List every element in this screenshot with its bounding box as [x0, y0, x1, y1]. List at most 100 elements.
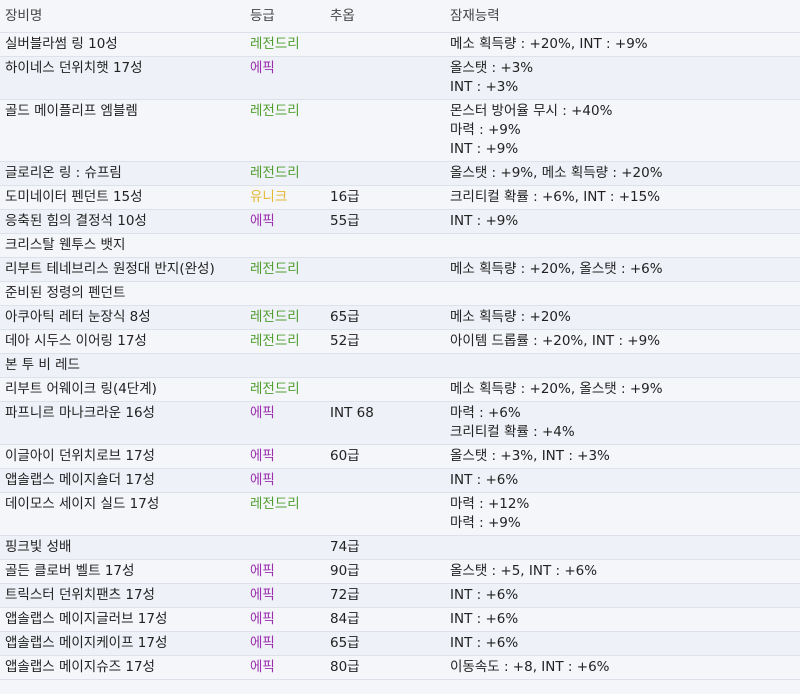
potential-cell [445, 233, 800, 258]
flame-cell [325, 468, 445, 493]
flame-cell [325, 257, 445, 282]
grade-cell: 에픽 [245, 401, 325, 445]
potential-cell: 몬스터 방어율 무시 : +40% 마력 : +9% INT : +9% [445, 99, 800, 162]
equipment-name-cell: 응축된 힘의 결정석 10성 [0, 209, 245, 234]
potential-line: 올스탯 : +9%, 메소 획득량 : +20% [450, 165, 663, 181]
potential-cell: 메소 획득량 : +20% [445, 305, 800, 330]
table-row: 앱솔랩스 메이지글러브 17성 에픽 84급 INT : +6% [0, 607, 800, 632]
equipment-name-cell: 핑크빛 성배 [0, 535, 245, 560]
grade-cell: 에픽 [245, 631, 325, 656]
potential-line: INT : +3% [450, 79, 519, 95]
grade-cell: 에픽 [245, 56, 325, 100]
potential-line: INT : +6% [450, 587, 519, 603]
equipment-name-cell: 실버블라썸 링 10성 [0, 32, 245, 57]
flame-cell: 52급 [325, 329, 445, 354]
flame-cell [325, 281, 445, 306]
table-body: 실버블라썸 링 10성 레전드리 메소 획득량 : +20%, INT : +9% 하… [0, 32, 800, 680]
potential-cell: 마력 : +12% 마력 : +9% [445, 492, 800, 536]
table-row: 글로리온 링 : 슈프림 레전드리 올스탯 : +9%, 메소 획득량 : +20% [0, 161, 800, 186]
equipment-name-cell: 리부트 테네브리스 원정대 반지(완성) [0, 257, 245, 282]
equipment-name-cell: 준비된 정령의 펜던트 [0, 281, 245, 306]
flame-cell: 80급 [325, 655, 445, 680]
equipment-name-cell: 골든 클로버 벨트 17성 [0, 559, 245, 584]
table-row: 아쿠아틱 레터 눈장식 8성 레전드리 65급 메소 획득량 : +20% [0, 305, 800, 330]
equipment-name-cell: 하이네스 던위치햇 17성 [0, 56, 245, 100]
header-potential: 잠재능력 [445, 0, 800, 33]
flame-cell [325, 99, 445, 162]
potential-cell: 크리티컬 확률 : +6%, INT : +15% [445, 185, 800, 210]
potential-cell: 올스탯 : +3%, INT : +3% [445, 444, 800, 469]
table-row: 본 투 비 레드 [0, 353, 800, 378]
grade-cell: 에픽 [245, 607, 325, 632]
table-row: 이글아이 던위치로브 17성 에픽 60급 올스탯 : +3%, INT : +3% [0, 444, 800, 469]
flame-cell: 60급 [325, 444, 445, 469]
grade-cell [245, 281, 325, 306]
equipment-name-cell: 앱솔랩스 메이지숄더 17성 [0, 468, 245, 493]
potential-line: 크리티컬 확률 : +4% [450, 424, 575, 440]
potential-cell: 메소 획득량 : +20%, 올스탯 : +6% [445, 257, 800, 282]
table-row: 골드 메이플리프 엠블렘 레전드리 몬스터 방어율 무시 : +40% 마력 : +9… [0, 99, 800, 162]
grade-cell: 레전드리 [245, 377, 325, 402]
potential-line: 메소 획득량 : +20%, INT : +9% [450, 36, 648, 52]
table-header-row: 장비명 등급 추옵 잠재능력 [0, 0, 800, 33]
flame-cell: 16급 [325, 185, 445, 210]
grade-cell: 에픽 [245, 559, 325, 584]
grade-cell: 에픽 [245, 209, 325, 234]
grade-cell: 레전드리 [245, 305, 325, 330]
flame-cell [325, 377, 445, 402]
potential-cell [445, 535, 800, 560]
grade-cell: 에픽 [245, 583, 325, 608]
potential-line: 크리티컬 확률 : +6%, INT : +15% [450, 189, 661, 205]
potential-cell: 올스탯 : +3% INT : +3% [445, 56, 800, 100]
potential-line: 마력 : +9% [450, 515, 521, 531]
potential-cell: 마력 : +6% 크리티컬 확률 : +4% [445, 401, 800, 445]
flame-cell: INT 68 [325, 401, 445, 445]
equipment-name-cell: 앱솔랩스 메이지글러브 17성 [0, 607, 245, 632]
flame-cell [325, 161, 445, 186]
grade-cell: 유니크 [245, 185, 325, 210]
flame-cell [325, 56, 445, 100]
flame-cell: 65급 [325, 631, 445, 656]
potential-cell [445, 281, 800, 306]
potential-cell: INT : +6% [445, 468, 800, 493]
potential-line: 메소 획득량 : +20%, 올스탯 : +6% [450, 261, 663, 277]
header-flame: 추옵 [325, 0, 445, 33]
table-row: 준비된 정령의 펜던트 [0, 281, 800, 306]
potential-line: 올스탯 : +3%, INT : +3% [450, 448, 610, 464]
table-row: 실버블라썸 링 10성 레전드리 메소 획득량 : +20%, INT : +9% [0, 32, 800, 57]
potential-cell: 올스탯 : +5, INT : +6% [445, 559, 800, 584]
flame-cell [325, 492, 445, 536]
potential-line: INT : +6% [450, 611, 519, 627]
header-equipment-name: 장비명 [0, 0, 245, 33]
table-row: 데아 시두스 이어링 17성 레전드리 52급 아이템 드롭률 : +20%, INT… [0, 329, 800, 354]
equipment-name-cell: 글로리온 링 : 슈프림 [0, 161, 245, 186]
equipment-name-cell: 이글아이 던위치로브 17성 [0, 444, 245, 469]
grade-cell: 레전드리 [245, 161, 325, 186]
equipment-name-cell: 본 투 비 레드 [0, 353, 245, 378]
equipment-name-cell: 앱솔랩스 메이지슈즈 17성 [0, 655, 245, 680]
equipment-name-cell: 파프니르 마나크라운 16성 [0, 401, 245, 445]
table-row: 골든 클로버 벨트 17성 에픽 90급 올스탯 : +5, INT : +6% [0, 559, 800, 584]
grade-cell: 레전드리 [245, 257, 325, 282]
grade-cell: 레전드리 [245, 99, 325, 162]
flame-cell [325, 353, 445, 378]
table-row: 리부트 테네브리스 원정대 반지(완성) 레전드리 메소 획득량 : +20%, 올… [0, 257, 800, 282]
flame-cell: 84급 [325, 607, 445, 632]
equipment-name-cell: 데아 시두스 이어링 17성 [0, 329, 245, 354]
potential-cell: 이동속도 : +8, INT : +6% [445, 655, 800, 680]
table-row: 응축된 힘의 결정석 10성 에픽 55급 INT : +9% [0, 209, 800, 234]
grade-cell [245, 233, 325, 258]
potential-cell: INT : +6% [445, 583, 800, 608]
flame-cell: 72급 [325, 583, 445, 608]
potential-line: 올스탯 : +3% [450, 60, 534, 76]
grade-cell: 에픽 [245, 655, 325, 680]
potential-line: 메소 획득량 : +20%, 올스탯 : +9% [450, 381, 663, 397]
table-row: 하이네스 던위치햇 17성 에픽 올스탯 : +3% INT : +3% [0, 56, 800, 100]
potential-line: 메소 획득량 : +20% [450, 309, 571, 325]
flame-cell [325, 233, 445, 258]
potential-line: 올스탯 : +5, INT : +6% [450, 563, 598, 579]
potential-cell: 메소 획득량 : +20%, 올스탯 : +9% [445, 377, 800, 402]
table-row: 트릭스터 던위치팬츠 17성 에픽 72급 INT : +6% [0, 583, 800, 608]
grade-cell: 에픽 [245, 444, 325, 469]
potential-line: INT : +9% [450, 213, 519, 229]
